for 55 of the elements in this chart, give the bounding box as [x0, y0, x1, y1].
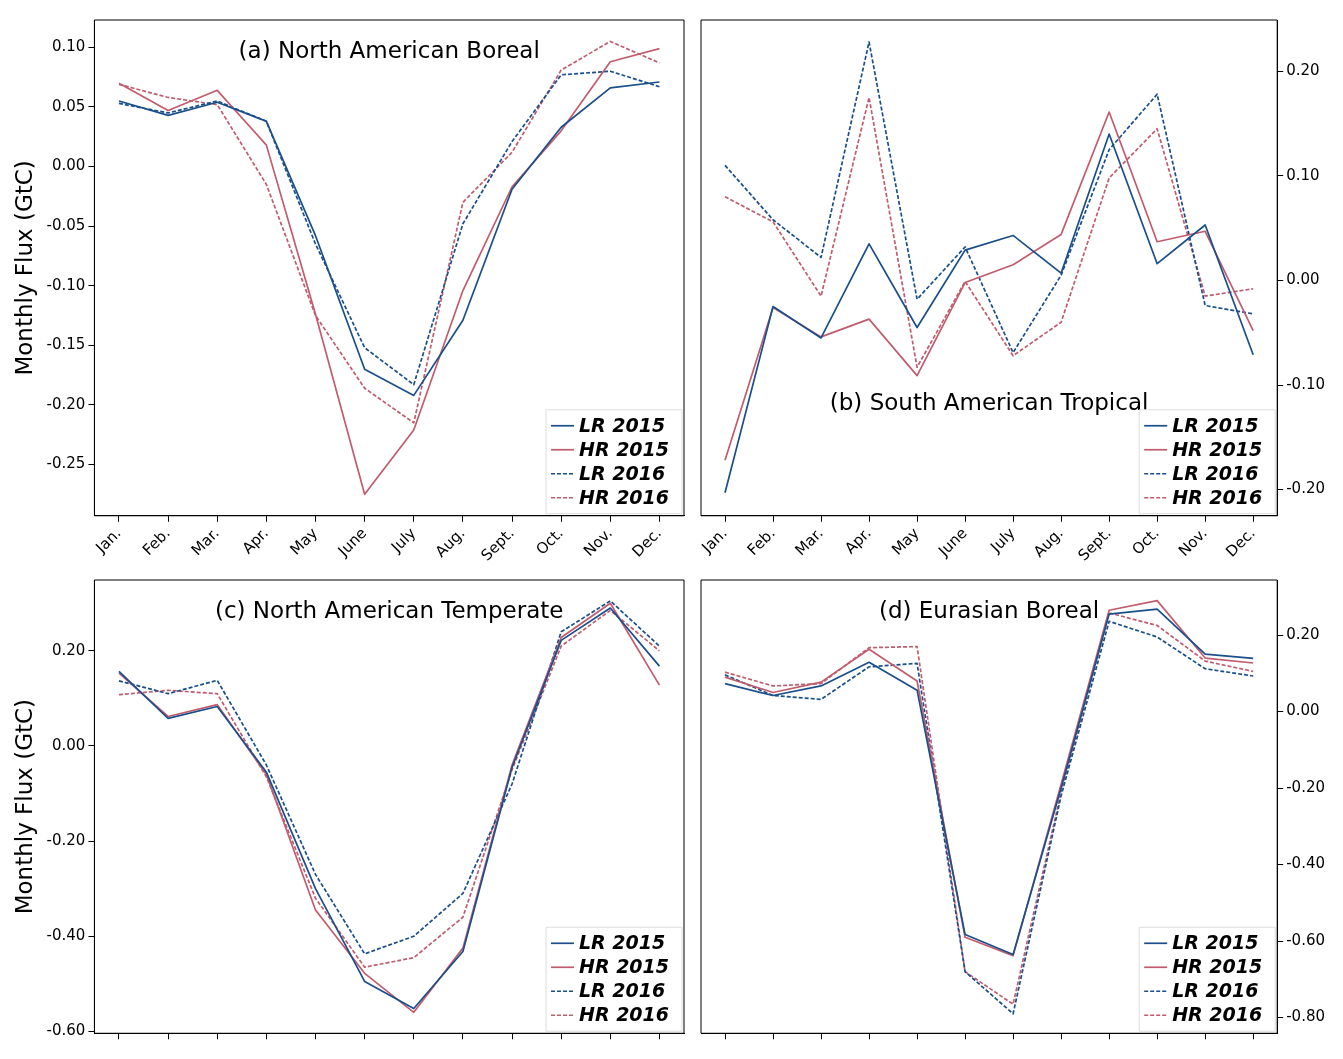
x-tick-label: Feb. [743, 523, 779, 559]
x-tick-label: Nov. [579, 523, 616, 560]
text: (b) South American Tropical [829, 388, 1149, 415]
y-tick-label: -0.80 [1286, 1007, 1325, 1026]
y-tick-label: -0.60 [46, 1021, 86, 1040]
text: (a) North American Boreal [238, 36, 540, 63]
legend-label: HR 2015 [579, 437, 670, 460]
legend-label: LR 2016 [1172, 979, 1259, 1002]
y-tick-label: -0.20 [46, 831, 86, 850]
legend-label: HR 2016 [579, 485, 670, 508]
x-tick-label: Jan. [91, 523, 125, 558]
legend-label: LR 2016 [579, 979, 666, 1002]
legend-label: HR 2015 [1172, 437, 1263, 460]
y-tick-label: -0.40 [1286, 854, 1325, 873]
y-tick-label: -0.20 [1286, 777, 1325, 796]
y-tick-label: -0.25 [46, 454, 86, 473]
x-tick-label: Feb. [138, 523, 174, 559]
x-tick-label: Jan. [697, 523, 731, 558]
x-tick-label: Oct. [532, 523, 567, 559]
y-tick-label: 0.05 [52, 96, 86, 115]
y-tick-label: 0.00 [52, 156, 86, 175]
legend-label: LR 2015 [579, 931, 666, 954]
text: (c) North American Temperate [214, 596, 564, 623]
y-tick-label: 0.10 [52, 37, 86, 56]
legend-label: LR 2016 [579, 461, 666, 484]
y-tick-label: -0.20 [46, 394, 86, 413]
y-tick-label: -0.60 [1286, 930, 1325, 949]
text: (d) Eurasian Boreal [878, 596, 1100, 623]
y-axis-title: Monthly Flux (GtC) [10, 698, 37, 915]
x-tick-label: Apr. [841, 523, 875, 558]
legend-label: LR 2015 [1172, 931, 1259, 954]
x-tick-label: Mar. [791, 523, 827, 560]
y-tick-label: -0.10 [46, 275, 86, 294]
x-tick-label: Dec. [628, 523, 666, 561]
y-axis-title: Monthly Flux (GtC) [10, 160, 37, 376]
y-tick-label: -0.05 [46, 216, 86, 235]
y-tick-label: 0.00 [1286, 701, 1320, 720]
legend-label: LR 2016 [1172, 461, 1259, 484]
y-tick-label: -0.40 [46, 926, 86, 945]
legend-label: HR 2016 [1172, 1003, 1263, 1026]
y-tick-label: 0.20 [52, 640, 86, 659]
legend-label: HR 2015 [579, 955, 670, 978]
x-tick-label: Apr. [238, 523, 272, 558]
x-tick-label: Nov. [1174, 523, 1211, 560]
y-tick-label: -0.15 [46, 335, 86, 354]
y-tick-label: 0.20 [1286, 624, 1320, 643]
x-tick-label: Mar. [187, 523, 223, 560]
x-tick-label: Oct. [1128, 523, 1163, 559]
legend-label: HR 2015 [1172, 955, 1263, 978]
legend-label: HR 2016 [579, 1003, 670, 1026]
y-tick-label: 0.00 [52, 735, 86, 754]
legend-label: HR 2016 [1172, 485, 1263, 508]
legend-label: LR 2015 [579, 413, 666, 436]
x-tick-label: Dec. [1222, 523, 1259, 561]
legend-label: LR 2015 [1172, 413, 1259, 436]
